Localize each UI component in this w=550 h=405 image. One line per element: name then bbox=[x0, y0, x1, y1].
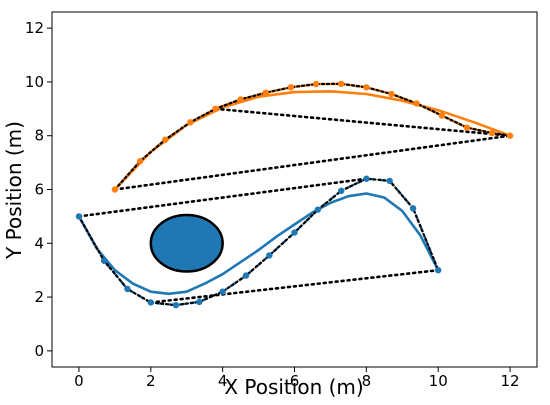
series-2-point-8 bbox=[312, 80, 320, 88]
series-0-point-0 bbox=[75, 213, 83, 220]
x-tick-label-2: 4 bbox=[218, 372, 228, 390]
y-tick-label-2: 4 bbox=[34, 234, 44, 252]
series-0-point-4 bbox=[172, 301, 180, 309]
series-2-point-12 bbox=[413, 100, 420, 107]
series-0-point-12 bbox=[363, 175, 370, 182]
series-2-point-16 bbox=[506, 132, 514, 139]
series-0-point-5 bbox=[196, 298, 203, 306]
x-axis-title: X Position (m) bbox=[224, 375, 363, 399]
connector-line-1 bbox=[149, 268, 440, 304]
connector-line-0 bbox=[77, 177, 368, 218]
series-2-point-13 bbox=[438, 112, 445, 119]
series-2-point-11 bbox=[388, 90, 395, 98]
x-tick-label-1: 2 bbox=[146, 372, 156, 390]
series-2-point-6 bbox=[262, 89, 269, 96]
y-tick-label-3: 6 bbox=[34, 181, 44, 199]
series-0-point-10 bbox=[314, 206, 322, 213]
series-2-point-2 bbox=[161, 136, 169, 143]
series-0-point-13 bbox=[386, 177, 393, 185]
y-tick-label-0: 0 bbox=[34, 342, 44, 360]
y-tick-label-1: 2 bbox=[34, 288, 44, 306]
chart-marks bbox=[75, 80, 514, 309]
series-2-point-0 bbox=[111, 186, 119, 193]
series-0-point-1 bbox=[100, 257, 108, 264]
series-0-point-7 bbox=[242, 272, 250, 279]
series-2-point-9 bbox=[338, 80, 345, 88]
y-tick-label-5: 10 bbox=[25, 73, 44, 91]
series-0-point-11 bbox=[338, 187, 345, 195]
y-tick-label-6: 12 bbox=[25, 19, 44, 37]
x-tick-label-0: 0 bbox=[74, 372, 84, 390]
connector-line-3 bbox=[214, 107, 512, 137]
x-tick-label-6: 12 bbox=[501, 372, 520, 390]
series-2-point-1 bbox=[136, 158, 144, 165]
series-2-point-7 bbox=[287, 84, 295, 91]
control-polygon-0 bbox=[77, 177, 440, 307]
series-0-point-6 bbox=[219, 288, 226, 295]
series-0-point-14 bbox=[409, 205, 417, 212]
series-1-curve bbox=[77, 192, 440, 296]
y-axis-title: Y Position (m) bbox=[2, 121, 26, 260]
x-tick-label-5: 10 bbox=[429, 372, 448, 390]
plot-area bbox=[51, 11, 538, 368]
series-2-point-5 bbox=[237, 96, 244, 103]
x-tick-label-4: 8 bbox=[362, 372, 372, 390]
x-tick-label-3: 6 bbox=[290, 372, 300, 390]
series-0-point-2 bbox=[124, 285, 131, 293]
series-0-point-15 bbox=[435, 266, 442, 274]
series-2-point-4 bbox=[212, 105, 219, 113]
series-0-point-8 bbox=[266, 252, 273, 259]
series-0-point-3 bbox=[147, 299, 154, 306]
axis-ticks: 0 2 4 6 8 10 12 0 2 4 6 8 10 12 bbox=[25, 19, 520, 390]
series-0-point-9 bbox=[291, 229, 298, 236]
series-2-point-15 bbox=[488, 129, 496, 137]
connector-line-2 bbox=[113, 134, 512, 191]
series-2-point-3 bbox=[187, 119, 194, 126]
y-tick-label-4: 8 bbox=[34, 127, 44, 145]
obstacle-ellipse bbox=[149, 213, 224, 273]
series-2-point-14 bbox=[463, 124, 471, 131]
series-2-point-10 bbox=[363, 84, 370, 91]
